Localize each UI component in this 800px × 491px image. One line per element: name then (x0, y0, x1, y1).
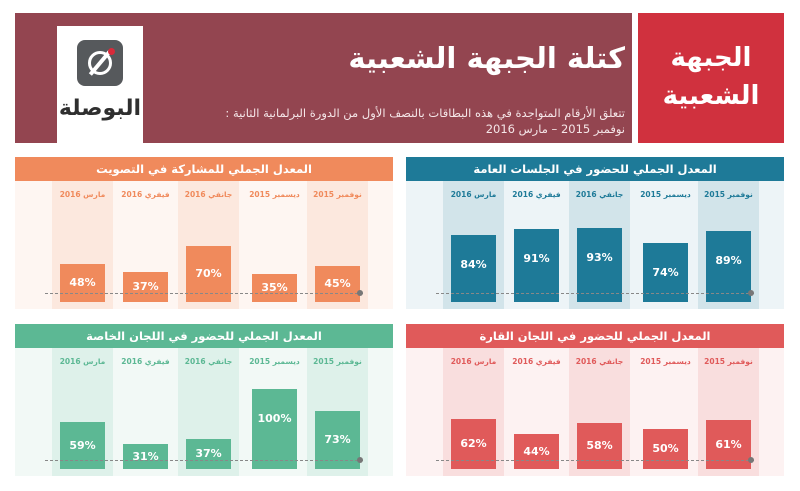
data-label: 35% (261, 281, 288, 294)
bar (60, 422, 105, 469)
bar (315, 266, 360, 302)
bar (451, 235, 496, 302)
x-tick-label: ديسمبر 2015 (640, 190, 691, 199)
data-label: 50% (652, 442, 679, 455)
chart-title: المعدل الجملي للحضور في الجلسات العامة (406, 157, 784, 181)
baseline (436, 460, 754, 461)
chart-title: المعدل الجملي للحضور في اللجان الخاصة (15, 324, 393, 348)
page-title: كتلة الجبهة الشعبية (348, 41, 625, 75)
bar (315, 411, 360, 469)
bar (252, 274, 297, 302)
header-band: البوصلة كتلة الجبهة الشعبية تتعلق الأرقا… (15, 13, 632, 144)
x-tick-label: نوفمبر 2015 (313, 357, 362, 366)
bloc-name-box: الجبهة الشعبية (638, 13, 784, 143)
x-tick-label: جانفي 2016 (575, 357, 624, 366)
baseline (436, 293, 754, 294)
x-tick-label: ديسمبر 2015 (249, 190, 300, 199)
axis-marker (748, 290, 756, 301)
data-label: 45% (324, 277, 351, 290)
bar (123, 272, 168, 302)
x-tick-label: جانفي 2016 (184, 190, 233, 199)
x-tick-label: نوفمبر 2015 (704, 190, 753, 199)
x-tick-label: ديسمبر 2015 (249, 357, 300, 366)
x-tick-label: نوفمبر 2015 (313, 190, 362, 199)
x-tick-label: فيفري 2016 (512, 190, 561, 199)
data-label: 61% (715, 437, 742, 451)
chart-standing-committees: المعدل الجملي للحضور في اللجان القارة نوف… (406, 324, 784, 476)
chart-title: المعدل الجملي للمشاركة في التصويت (15, 157, 393, 181)
x-tick-label: ديسمبر 2015 (640, 357, 691, 366)
bar (643, 429, 688, 469)
bar (643, 243, 688, 302)
data-label: 93% (586, 251, 613, 264)
chart-voting: المعدل الجملي للمشاركة في التصويت نوفمبر … (15, 157, 393, 309)
bar (252, 389, 297, 469)
x-tick-label: مارس 2016 (450, 190, 497, 199)
data-label: 59% (69, 438, 96, 452)
bar (186, 246, 231, 302)
bar (514, 229, 559, 302)
data-label: 58% (586, 439, 613, 452)
data-label: 37% (195, 447, 222, 460)
chart-plenary: المعدل الجملي للحضور في الجلسات العامة نو… (406, 157, 784, 309)
data-label: 91% (523, 252, 550, 265)
axis-marker (357, 290, 365, 301)
bloc-name: الجبهة الشعبية (646, 39, 776, 115)
subtitle-line-1: تتعلق الأرقام المتواجدة في هذه البطاقات … (225, 106, 625, 120)
x-tick-label: نوفمبر 2015 (704, 357, 753, 366)
axis-marker (748, 457, 756, 468)
x-tick-label: فيفري 2016 (121, 357, 170, 366)
data-label: 74% (652, 265, 679, 279)
data-label: 70% (195, 267, 222, 280)
data-label: 48% (69, 276, 96, 289)
data-label: 100% (257, 412, 292, 425)
bar (186, 439, 231, 469)
bloc-name-line-2: الشعبية (662, 81, 760, 111)
chart-title: المعدل الجملي للحضور في اللجان القارة (406, 324, 784, 348)
compass-icon (77, 40, 123, 86)
subtitle-line-2: نوفمبر 2015 – مارس 2016 (485, 122, 625, 136)
axis-marker (357, 457, 365, 468)
x-tick-label: جانفي 2016 (184, 357, 233, 366)
x-tick-label: مارس 2016 (59, 190, 106, 199)
x-tick-label: جانفي 2016 (575, 190, 624, 199)
x-tick-label: مارس 2016 (450, 357, 497, 366)
bar (123, 444, 168, 469)
bar (577, 228, 622, 302)
data-label: 62% (460, 437, 487, 450)
bar (60, 264, 105, 302)
chart-special-committees: المعدل الجملي للحضور في اللجان الخاصة نوف… (15, 324, 393, 476)
x-tick-label: مارس 2016 (59, 357, 106, 366)
data-label: 37% (132, 280, 159, 293)
page-subtitle: تتعلق الأرقام المتواجدة في هذه البطاقات … (165, 105, 625, 137)
logo[interactable]: البوصلة (57, 26, 143, 144)
baseline (45, 293, 363, 294)
x-tick-label: فيفري 2016 (121, 190, 170, 199)
bar (514, 434, 559, 469)
baseline (45, 460, 363, 461)
data-label: 73% (324, 433, 351, 446)
bar (577, 423, 622, 469)
logo-text: البوصلة (58, 96, 142, 121)
bar (706, 231, 751, 302)
data-label: 84% (460, 258, 487, 271)
data-label: 31% (132, 449, 159, 463)
data-label: 44% (523, 444, 550, 458)
bloc-name-line-1: الجبهة (670, 43, 752, 73)
x-tick-label: فيفري 2016 (512, 357, 561, 366)
data-label: 89% (715, 254, 742, 267)
